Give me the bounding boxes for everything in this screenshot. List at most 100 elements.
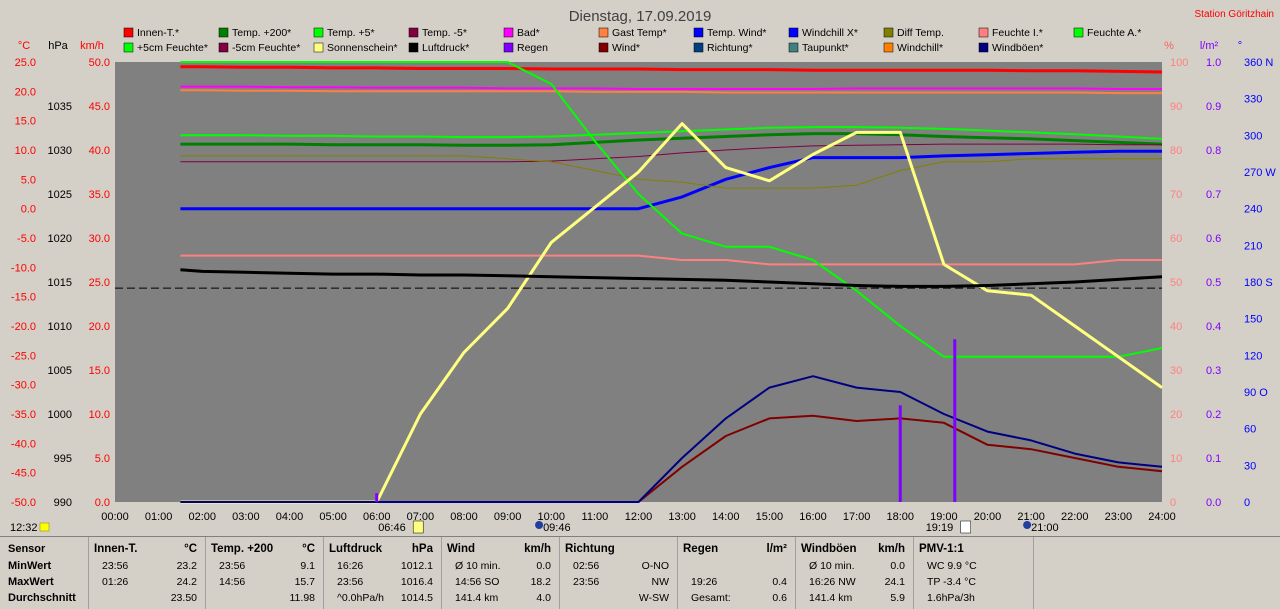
stats-label-avg: Durchschnitt xyxy=(8,592,76,604)
dir-tick: 360 N xyxy=(1244,57,1273,69)
series-line xyxy=(180,149,1162,211)
kmh-tick: 45.0 xyxy=(89,101,110,113)
time-tick: 14:00 xyxy=(712,511,740,523)
kmh-tick: 50.0 xyxy=(89,57,110,69)
rain-tick: 0.3 xyxy=(1206,365,1221,377)
pct-tick: 0 xyxy=(1170,497,1176,509)
legend-swatch xyxy=(598,27,609,38)
legend-label: Temp. -5* xyxy=(422,27,467,39)
time-tick: 21:00 xyxy=(1017,511,1045,523)
time-tick: 18:00 xyxy=(886,511,914,523)
stats-label-min: MinWert xyxy=(8,560,52,572)
legend-swatch xyxy=(408,27,419,38)
stats-column-name: Regen xyxy=(683,543,719,555)
stats-column-name: Wind xyxy=(447,543,475,555)
kmh-tick: 30.0 xyxy=(89,233,110,245)
stats-cell-value: 1012.1 xyxy=(400,560,433,572)
legend-label: Temp. +200* xyxy=(232,27,291,39)
stats-cell-value: 24.2 xyxy=(176,576,197,588)
temp-tick: -50.0 xyxy=(11,497,36,509)
rain-tick: 0.6 xyxy=(1206,233,1221,245)
stats-label-max: MaxWert xyxy=(8,576,54,588)
dir-tick: 120 xyxy=(1244,350,1262,362)
stats-column-unit: hPa xyxy=(411,543,433,555)
stats-label-sensor: Sensor xyxy=(8,543,46,555)
stats-column-name: PMV-1:1 xyxy=(919,543,964,555)
legend-label: Wind* xyxy=(612,42,640,54)
legend-label: Richtung* xyxy=(707,42,753,54)
stats-cell-value: 0.0 xyxy=(536,560,551,572)
rain-tick: 0.8 xyxy=(1206,145,1221,157)
stats-column-name: Innen-T. xyxy=(94,543,138,555)
rain-tick: 1.0 xyxy=(1206,57,1221,69)
temp-tick: -5.0 xyxy=(17,233,36,245)
dir-tick: 300 xyxy=(1244,130,1262,142)
kmh-tick: 25.0 xyxy=(89,277,110,289)
stats-cell-value: 11.98 xyxy=(289,592,316,604)
time-tick: 23:00 xyxy=(1105,511,1133,523)
temp-tick: 0.0 xyxy=(21,204,36,216)
kmh-tick: 15.0 xyxy=(89,365,110,377)
dir-tick: 270 W xyxy=(1244,167,1276,179)
axis-unit: l/m² xyxy=(1200,40,1219,52)
stats-cell-label: 141.4 km xyxy=(809,592,853,604)
pct-tick: 60 xyxy=(1170,233,1182,245)
stats-cell-label: 23:56 xyxy=(219,560,246,572)
stats-column-name: Windböen xyxy=(801,543,857,555)
stats-cell-label: TP -3.4 °C xyxy=(927,576,976,588)
stats-row-labels: Sensor MinWert MaxWert Durchschnitt xyxy=(0,537,89,609)
hpa-tick: 1015 xyxy=(48,277,72,289)
axis-unit: hPa xyxy=(48,40,68,52)
legend-label: Feuchte I.* xyxy=(992,27,1043,39)
temp-tick: -25.0 xyxy=(11,350,36,362)
stats-cell-label: 01:26 xyxy=(102,576,129,588)
time-tick: 04:00 xyxy=(276,511,304,523)
time-tick: 07:00 xyxy=(407,511,435,523)
stats-column: Wind km/h Ø 10 min. 0.0 14:56 SO 18.2 141.4 km… xyxy=(441,537,560,609)
axis-unit: % xyxy=(1164,40,1174,52)
legend-swatch xyxy=(978,27,989,38)
kmh-tick: 5.0 xyxy=(95,453,110,465)
stats-panel: Sensor MinWert MaxWert Durchschnitt Inne… xyxy=(0,536,1280,609)
stats-column: PMV-1:1 WC 9.9 °C TP -3.4 °C 1.6hPa/3h xyxy=(913,537,1034,609)
time-tick: 22:00 xyxy=(1061,511,1089,523)
legend-swatch xyxy=(788,42,799,53)
pct-tick: 30 xyxy=(1170,365,1182,377)
axis-unit: km/h xyxy=(80,40,104,52)
hpa-tick: 1030 xyxy=(48,145,72,157)
hpa-tick: 990 xyxy=(54,497,72,509)
stats-column: Richtung 02:56 O-NO 23:56 NW W-SW xyxy=(559,537,678,609)
rain-tick: 0.2 xyxy=(1206,409,1221,421)
legend-swatch xyxy=(693,27,704,38)
axis-unit: ° xyxy=(1238,40,1242,52)
series-line xyxy=(180,89,1162,95)
legend-label: Taupunkt* xyxy=(802,42,849,54)
temp-tick: 20.0 xyxy=(15,86,36,98)
pct-tick: 80 xyxy=(1170,145,1182,157)
time-tick: 01:00 xyxy=(145,511,173,523)
stats-cell-value: 18.2 xyxy=(530,576,551,588)
temp-tick: -30.0 xyxy=(11,380,36,392)
legend-label: Regen xyxy=(517,42,548,54)
sunset-label: 19:19 xyxy=(926,522,954,534)
now-label: 12:32 xyxy=(10,522,38,534)
time-tick: 17:00 xyxy=(843,511,871,523)
time-tick: 24:00 xyxy=(1148,511,1176,523)
hpa-tick: 1010 xyxy=(48,321,72,333)
kmh-tick: 40.0 xyxy=(89,145,110,157)
stats-cell-label: 23:56 xyxy=(337,576,364,588)
stats-cell-label: 02:56 xyxy=(573,560,600,572)
stats-cell-value: 23.2 xyxy=(176,560,197,572)
stats-cell-value: 23.50 xyxy=(170,592,197,604)
legend-swatch xyxy=(503,42,514,53)
time-tick: 11:00 xyxy=(582,511,609,523)
stats-cell-value: 9.1 xyxy=(300,560,315,572)
rain-tick: 0.0 xyxy=(1206,497,1221,509)
pct-tick: 100 xyxy=(1170,57,1188,69)
series-line xyxy=(180,254,1162,266)
series-line xyxy=(180,126,1163,140)
sunset-icon xyxy=(960,520,971,534)
moonset-icon xyxy=(1023,521,1032,529)
stats-cell-value: 5.9 xyxy=(890,592,905,604)
legend-label: +5cm Feuchte* xyxy=(137,42,208,54)
